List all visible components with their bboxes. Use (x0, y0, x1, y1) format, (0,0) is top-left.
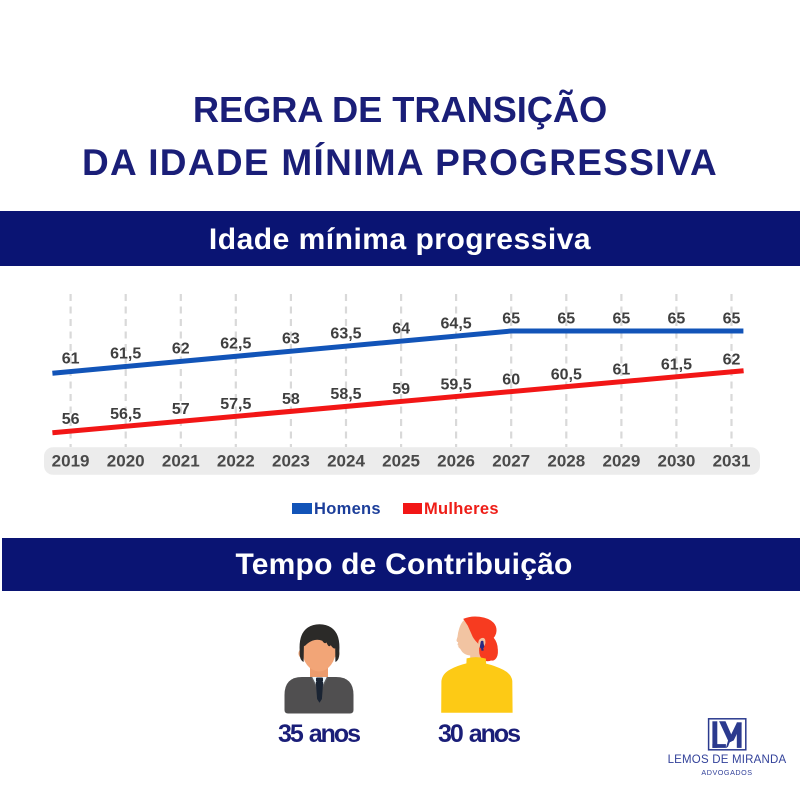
svg-text:65: 65 (723, 311, 741, 328)
svg-text:2021: 2021 (162, 452, 200, 471)
svg-text:61,5: 61,5 (661, 357, 692, 374)
svg-text:58,5: 58,5 (330, 386, 361, 403)
svg-text:60,5: 60,5 (551, 366, 582, 383)
svg-text:2024: 2024 (327, 452, 365, 471)
svg-text:2025: 2025 (382, 452, 420, 471)
svg-text:64: 64 (392, 321, 410, 338)
svg-text:2027: 2027 (492, 452, 530, 471)
svg-text:61: 61 (62, 351, 80, 368)
svg-text:62: 62 (172, 341, 190, 358)
svg-text:2019: 2019 (52, 452, 90, 471)
svg-text:59,5: 59,5 (441, 376, 472, 393)
svg-text:2022: 2022 (217, 452, 255, 471)
svg-text:2029: 2029 (602, 452, 640, 471)
svg-text:2026: 2026 (437, 452, 475, 471)
svg-text:64,5: 64,5 (441, 316, 472, 333)
svg-text:61: 61 (613, 361, 631, 378)
svg-text:65: 65 (613, 311, 631, 328)
svg-text:2031: 2031 (713, 452, 751, 471)
svg-text:56: 56 (62, 411, 80, 428)
svg-text:2020: 2020 (107, 452, 145, 471)
svg-text:2030: 2030 (657, 452, 695, 471)
svg-text:2023: 2023 (272, 452, 310, 471)
svg-text:62: 62 (723, 352, 741, 369)
svg-text:59: 59 (392, 381, 410, 398)
svg-text:62,5: 62,5 (220, 336, 251, 353)
svg-text:61,5: 61,5 (110, 346, 141, 363)
svg-text:65: 65 (502, 311, 520, 328)
svg-text:63,5: 63,5 (330, 326, 361, 343)
svg-text:2028: 2028 (547, 452, 585, 471)
svg-text:58: 58 (282, 391, 300, 408)
svg-text:57: 57 (172, 401, 190, 418)
svg-text:56,5: 56,5 (110, 406, 141, 423)
svg-text:60: 60 (502, 371, 520, 388)
svg-text:65: 65 (668, 311, 686, 328)
svg-text:65: 65 (557, 311, 575, 328)
svg-text:63: 63 (282, 331, 300, 348)
svg-text:57,5: 57,5 (220, 396, 251, 413)
